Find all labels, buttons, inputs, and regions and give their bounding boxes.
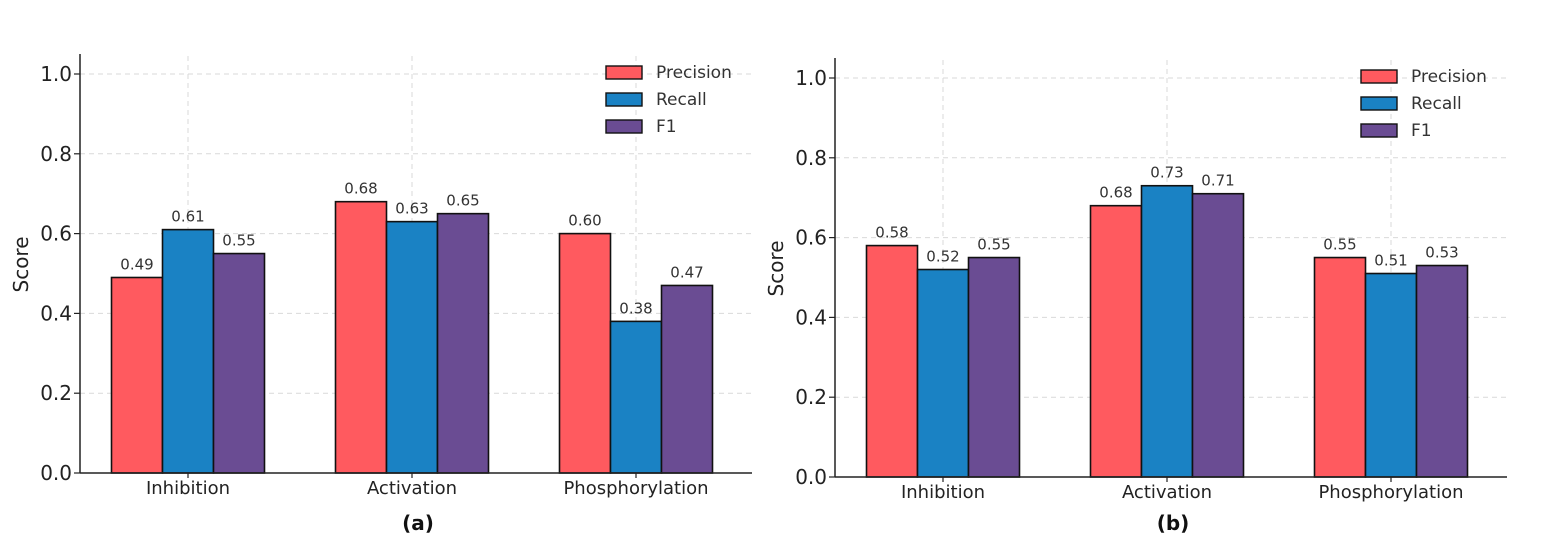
- bar-recall: [161, 228, 215, 474]
- legend-swatch-f1: [605, 119, 643, 134]
- x-tick-label: Phosphorylation: [1318, 482, 1463, 503]
- y-tick-label: 0.8: [40, 142, 72, 166]
- y-tick-label: 0.0: [795, 465, 827, 489]
- chart-panel-a: 0.0 0.2 0.4 0.6 0.8 1.0 0.49 0.68 0.60 0.61 0.63 0.…: [9, 54, 752, 535]
- y-tick-label: 0.2: [795, 385, 827, 409]
- legend-label-f1: F1: [1411, 121, 1432, 141]
- data-label: 0.60: [568, 212, 601, 230]
- legend-label-f1: F1: [656, 117, 677, 137]
- bar-recall: [385, 220, 439, 474]
- data-label: 0.61: [171, 208, 204, 226]
- data-label: 0.63: [395, 200, 428, 218]
- x-tick-label: Inhibition: [146, 478, 230, 499]
- data-label: 0.47: [670, 263, 703, 281]
- data-label: 0.53: [1425, 244, 1458, 262]
- data-label: 0.55: [1323, 236, 1356, 254]
- legend-swatch-recall: [605, 92, 643, 107]
- bar-f1: [660, 284, 714, 474]
- legend-swatch-f1: [1360, 123, 1398, 138]
- y-axis-label: Score: [9, 236, 33, 292]
- data-label: 0.68: [344, 180, 377, 198]
- bar-recall: [1364, 272, 1418, 478]
- y-tick-label: 0.4: [40, 301, 72, 325]
- y-tick-label: 0.2: [40, 381, 72, 405]
- x-tick-label: Phosphorylation: [563, 478, 708, 499]
- y-tick-label: 0.6: [795, 226, 827, 250]
- bar-precision: [865, 244, 919, 478]
- legend-label-precision: Precision: [1411, 67, 1487, 87]
- bar-precision: [334, 200, 388, 474]
- y-tick-label: 0.8: [795, 146, 827, 170]
- bar-f1: [1191, 192, 1245, 478]
- data-label: 0.65: [446, 192, 479, 210]
- y-tick-label: 1.0: [795, 66, 827, 90]
- bar-f1: [967, 256, 1021, 478]
- legend-label-recall: Recall: [656, 90, 707, 110]
- x-tick-label: Activation: [367, 478, 457, 499]
- bar-precision: [558, 232, 612, 474]
- bar-f1: [212, 252, 266, 474]
- x-tick-label: Inhibition: [901, 482, 985, 503]
- y-tick-label: 1.0: [40, 62, 72, 86]
- data-label: 0.38: [619, 299, 652, 317]
- bar-recall: [1140, 184, 1194, 478]
- bar-precision: [1313, 256, 1367, 478]
- data-label: 0.55: [977, 236, 1010, 254]
- legend-swatch-precision: [605, 65, 643, 80]
- y-axis-label: Score: [764, 240, 788, 296]
- data-label: 0.73: [1150, 164, 1183, 182]
- data-label: 0.49: [120, 255, 153, 273]
- data-label: 0.68: [1099, 184, 1132, 202]
- bar-precision: [1089, 204, 1143, 478]
- data-label: 0.71: [1201, 172, 1234, 190]
- legend-label-recall: Recall: [1411, 94, 1462, 114]
- data-label: 0.52: [926, 248, 959, 266]
- data-label: 0.51: [1374, 252, 1407, 270]
- panel-caption: (a): [402, 511, 434, 535]
- bar-f1: [1415, 264, 1469, 478]
- legend-swatch-recall: [1360, 96, 1398, 111]
- data-label: 0.55: [222, 232, 255, 250]
- data-label: 0.58: [875, 224, 908, 242]
- y-tick-label: 0.0: [40, 461, 72, 485]
- legend-swatch-precision: [1360, 69, 1398, 84]
- bar-precision: [110, 276, 164, 474]
- chart-panel-b: 0.0 0.2 0.4 0.6 0.8 1.0 0.58 0.68 0.55 0.52 0.73 0.…: [764, 58, 1507, 535]
- legend-label-precision: Precision: [656, 63, 732, 83]
- bar-f1: [436, 212, 490, 474]
- x-tick-label: Activation: [1122, 482, 1212, 503]
- bar-recall: [609, 320, 663, 474]
- panel-caption: (b): [1157, 511, 1190, 535]
- bar-recall: [916, 268, 970, 478]
- y-tick-label: 0.4: [795, 305, 827, 329]
- y-tick-label: 0.6: [40, 222, 72, 246]
